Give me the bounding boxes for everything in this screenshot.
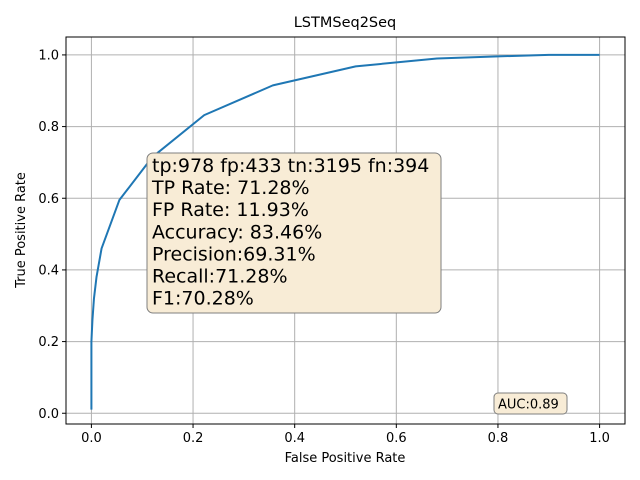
x-tick-label: 0.8 bbox=[488, 431, 509, 446]
auc-box: AUC:0.89 bbox=[493, 392, 568, 415]
x-axis-label: False Positive Rate bbox=[285, 451, 406, 466]
x-tick-label: 0.6 bbox=[386, 431, 407, 446]
y-tick-label: 0.4 bbox=[38, 263, 59, 278]
auc-label: AUC:0.89 bbox=[498, 398, 559, 413]
plot-frame bbox=[65, 36, 626, 425]
ticks: 0.0 0.2 0.4 0.6 0.8 1.0 0.0 0.2 0.4 0.6 0.8 1.0 bbox=[38, 48, 610, 446]
x-tick-label: 1.0 bbox=[589, 431, 610, 446]
chart-title: LSTMSeq2Seq bbox=[294, 15, 397, 31]
stats-line: F1:70.28% bbox=[152, 288, 254, 310]
y-tick-label: 0.2 bbox=[38, 335, 59, 350]
y-tick-label: 0.0 bbox=[38, 407, 59, 422]
y-axis-label: True Positive Rate bbox=[14, 172, 29, 289]
stats-box-background bbox=[146, 152, 442, 314]
roc-curve bbox=[90, 53, 600, 410]
stats-line: TP Rate: 71.28% bbox=[151, 177, 310, 199]
auc-box-background bbox=[493, 392, 568, 415]
y-tick-label: 1.0 bbox=[38, 48, 59, 63]
x-tick-label: 0.4 bbox=[284, 431, 305, 446]
stats-line: Recall:71.28% bbox=[152, 266, 288, 288]
stats-line: Precision:69.31% bbox=[152, 243, 316, 265]
stats-line: tp:978 fp:433 tn:3195 fn:394 bbox=[152, 155, 429, 177]
curve-layer bbox=[90, 53, 600, 410]
x-tick-label: 0.0 bbox=[81, 431, 102, 446]
y-tick-label: 0.6 bbox=[38, 192, 59, 207]
y-tick-label: 0.8 bbox=[38, 120, 59, 135]
x-tick-label: 0.2 bbox=[183, 431, 204, 446]
stats-line: FP Rate: 11.93% bbox=[152, 199, 309, 221]
stats-line: Accuracy: 83.46% bbox=[152, 221, 322, 243]
